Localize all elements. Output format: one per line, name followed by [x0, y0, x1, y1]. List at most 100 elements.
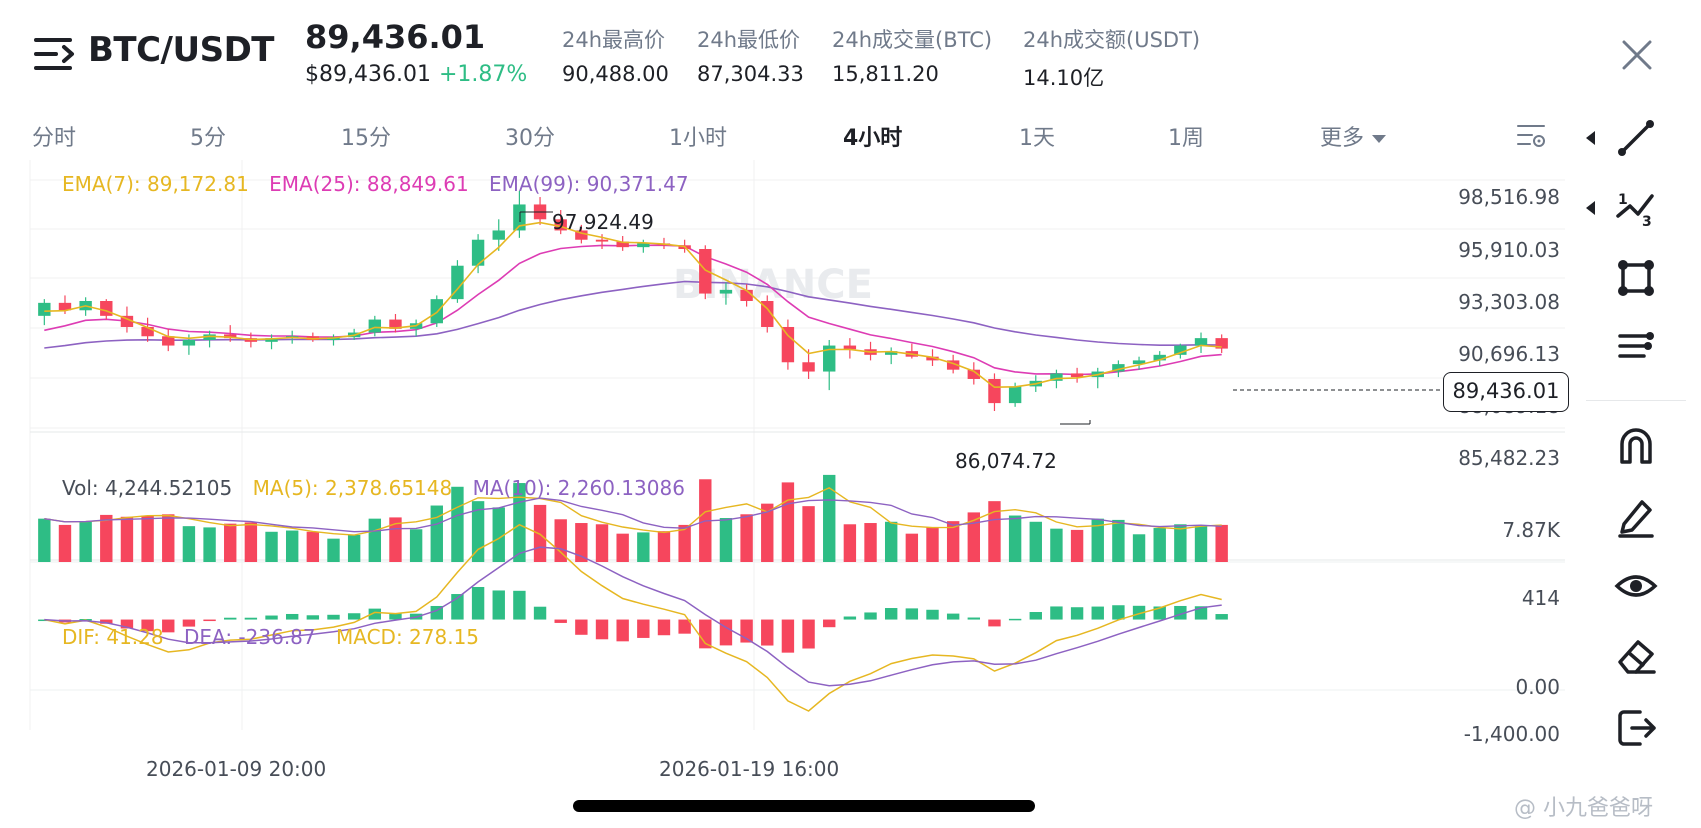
candle-body — [1194, 338, 1208, 346]
tab-1h[interactable]: 1小时 — [669, 126, 727, 151]
menu-icon[interactable] — [34, 36, 76, 72]
shape-icon[interactable] — [1614, 256, 1658, 300]
close-icon[interactable] — [1620, 38, 1654, 72]
candle-body — [1153, 354, 1166, 361]
macd-histogram-bar — [905, 608, 919, 620]
tab-15m[interactable]: 15分 — [341, 126, 391, 151]
volume-bar — [678, 524, 691, 562]
ma5-legend: MA(5): 2,378.65148 — [252, 476, 453, 500]
candle-body — [802, 362, 815, 372]
volume-ma10-path — [44, 497, 1222, 533]
kline-chart[interactable]: BINANCE — [0, 160, 1586, 760]
volume-bar — [471, 501, 485, 562]
volume-axis-label: 414 — [1521, 586, 1560, 610]
volume-bar — [967, 512, 981, 562]
macd-histogram-bar — [1112, 605, 1125, 620]
chart-settings-icon[interactable] — [1516, 122, 1548, 150]
macd-histogram-bar — [265, 615, 278, 620]
macd-histogram-bar — [657, 619, 671, 636]
candle-body — [946, 360, 960, 370]
volume-bar — [120, 516, 134, 562]
stat-label: 24h最低价 — [697, 28, 801, 52]
ema25-path — [44, 244, 1222, 376]
macd-histogram-bar — [347, 613, 361, 620]
eye-icon[interactable] — [1614, 564, 1658, 608]
trend-line-icon[interactable] — [1614, 116, 1658, 160]
macd-histogram-bar — [513, 590, 526, 620]
stat-value: 90,488.00 — [562, 62, 669, 86]
candle-body — [781, 326, 795, 363]
dif-legend: DIF: 41.28 — [62, 625, 164, 649]
tab-1d[interactable]: 1天 — [1019, 126, 1055, 151]
low-marker — [1060, 420, 1091, 425]
expand-arrow-icon[interactable] — [1586, 201, 1595, 215]
macd-histogram-bar — [244, 617, 258, 620]
period-high-label: 97,924.49 — [552, 210, 654, 234]
tab-4h[interactable]: 4小时 — [843, 126, 903, 151]
volume-bar — [554, 519, 567, 562]
volume-bar — [926, 527, 939, 562]
expand-arrow-icon[interactable] — [1586, 131, 1595, 145]
candlestick-series — [38, 191, 1228, 411]
tab-more[interactable]: 更多 — [1320, 120, 1386, 152]
volume-bar — [1132, 534, 1146, 562]
candle-body — [595, 239, 609, 242]
candle-body — [1132, 360, 1146, 365]
macd-histogram-bar — [141, 619, 154, 632]
candle-body — [1070, 373, 1084, 378]
macd-histogram-bar — [988, 619, 1001, 627]
candle-body — [58, 302, 72, 311]
volume-legend: Vol: 4,244.52105 MA(5): 2,378.65148 MA(1… — [62, 476, 699, 500]
candle-body — [1215, 338, 1228, 349]
dea-legend: DEA: -236.87 — [183, 625, 316, 649]
eraser-icon[interactable] — [1614, 634, 1658, 678]
macd-histogram-bar — [120, 619, 134, 629]
candle-body — [1050, 373, 1063, 381]
macd-histogram-bar — [285, 613, 299, 620]
volume-bar — [616, 533, 629, 562]
macd-histogram-bar — [781, 619, 795, 653]
macd-histogram-bar — [471, 586, 485, 620]
macd-histogram-bar — [533, 606, 547, 620]
candle-body — [513, 204, 526, 231]
svg-text:3: 3 — [1642, 214, 1652, 230]
candle-body — [554, 219, 567, 231]
candle-body — [430, 299, 443, 324]
volume-bar — [1008, 515, 1022, 562]
ema25-legend: EMA(25): 88,849.61 — [269, 172, 469, 196]
price-axis-label: 95,910.03 — [1458, 238, 1560, 262]
tab-30m[interactable]: 30分 — [505, 126, 555, 151]
macd-histogram-bar — [575, 619, 588, 635]
tab-1w[interactable]: 1周 — [1168, 126, 1204, 151]
macd-histogram-bar — [1153, 606, 1166, 620]
magnet-icon[interactable] — [1614, 424, 1658, 468]
tab-5m[interactable]: 5分 — [190, 126, 226, 151]
macd-histogram-bar — [182, 619, 196, 627]
home-indicator[interactable] — [573, 800, 1035, 812]
trading-pair-title[interactable]: BTC/USDT — [88, 30, 275, 70]
volume-bar — [492, 507, 505, 562]
ema99-path — [44, 280, 1222, 349]
candle-body — [988, 378, 1001, 404]
volume-bar — [141, 515, 154, 562]
exit-icon[interactable] — [1614, 706, 1658, 750]
candle-body — [637, 243, 650, 248]
volume-bar — [327, 538, 340, 562]
macd-histogram-bar — [1008, 618, 1022, 621]
macd-histogram-bar — [616, 619, 629, 642]
macd-lines — [44, 523, 1222, 712]
tab-timeshare[interactable]: 分时 — [32, 126, 77, 151]
fibonacci-icon[interactable]: 1 3 — [1614, 186, 1658, 230]
ema7-path — [44, 221, 1222, 389]
volume-axis-label: 7.87K — [1502, 518, 1560, 542]
macd-histogram-bar — [926, 609, 939, 620]
volume-bar — [347, 534, 361, 562]
parallel-lines-icon[interactable] — [1614, 324, 1658, 368]
last-price-usd-row: $89,436.01 +1.87% — [305, 62, 527, 87]
volume-bar — [884, 521, 898, 562]
macd-histogram-bar — [368, 608, 382, 620]
brush-icon[interactable] — [1614, 494, 1658, 538]
macd-histogram-bar — [554, 619, 567, 623]
candle-body — [492, 230, 505, 240]
candle-body — [575, 230, 588, 240]
